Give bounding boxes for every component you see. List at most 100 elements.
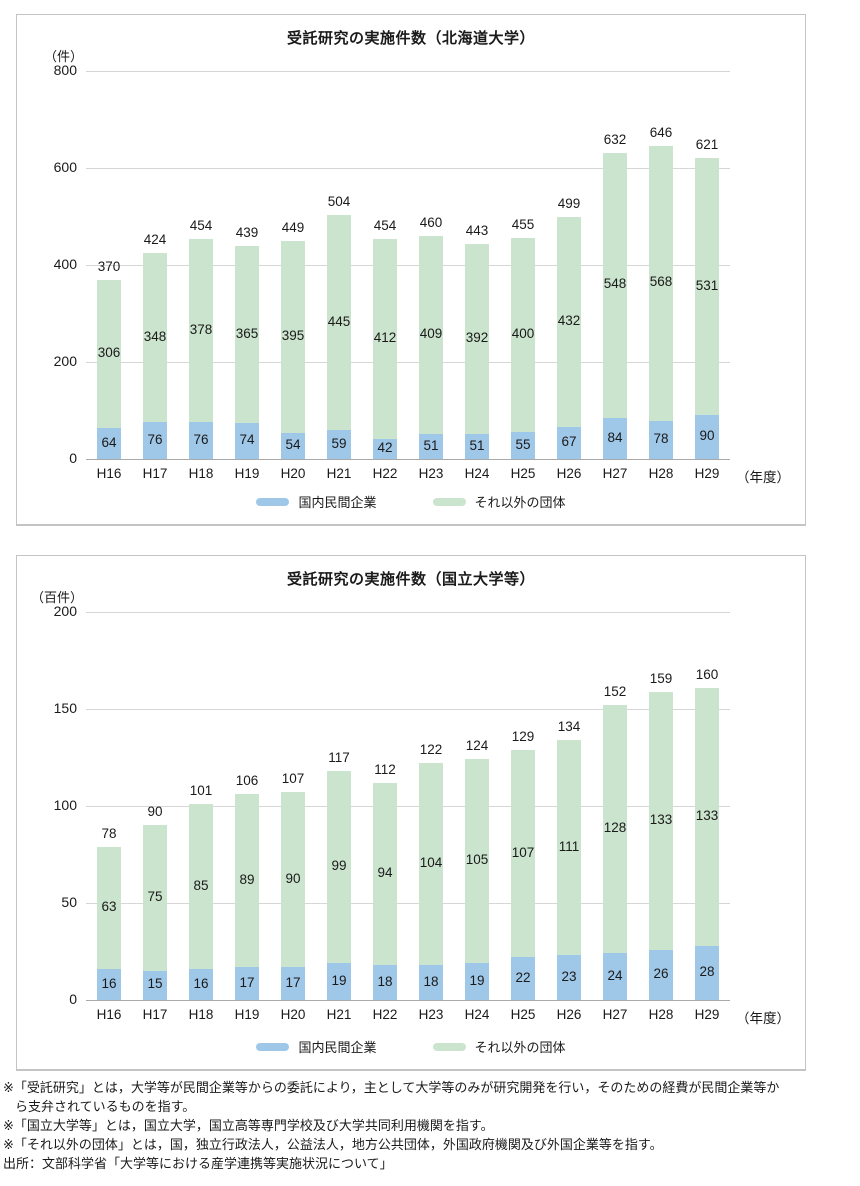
segment-value-label: 133 bbox=[649, 811, 673, 827]
x-tick-label: H28 bbox=[648, 466, 674, 481]
bar-segment bbox=[189, 238, 213, 423]
y-tick-label: 100 bbox=[53, 797, 77, 813]
segment-value-label: 133 bbox=[695, 807, 719, 823]
segment-value-label: 392 bbox=[465, 330, 489, 346]
bar-segment bbox=[189, 804, 213, 969]
y-axis-unit-label: （件） bbox=[43, 49, 83, 64]
bar-segment bbox=[143, 422, 167, 459]
segment-value-label: 84 bbox=[607, 429, 623, 445]
y-tick-label: 0 bbox=[69, 991, 77, 1007]
segment-value-label: 17 bbox=[285, 974, 301, 990]
x-tick-label: H17 bbox=[142, 1007, 168, 1022]
segment-value-label: 395 bbox=[281, 328, 305, 343]
bar-segment bbox=[235, 794, 259, 967]
legend: 国内民間企業 それ以外の団体 bbox=[17, 492, 805, 511]
bar-segment bbox=[419, 235, 443, 435]
y-axis-unit-label: （百件） bbox=[30, 590, 83, 605]
bar-segment bbox=[419, 965, 443, 1000]
segment-value-label: 90 bbox=[285, 870, 301, 886]
x-axis-unit-suffix: （年度） bbox=[736, 1011, 790, 1026]
gridline bbox=[86, 71, 730, 72]
segment-value-label: 76 bbox=[147, 431, 163, 447]
gridline bbox=[86, 265, 730, 266]
bar-segment bbox=[143, 970, 167, 1000]
total-value-label: 117 bbox=[328, 750, 350, 766]
x-tick-label: H22 bbox=[372, 466, 398, 481]
segment-value-label: 78 bbox=[653, 431, 669, 447]
x-tick-label: H16 bbox=[96, 1007, 122, 1022]
segment-value-label: 67 bbox=[561, 433, 577, 449]
x-tick-label: H22 bbox=[372, 1007, 398, 1022]
x-tick-label: H21 bbox=[326, 466, 352, 481]
total-value-label: 101 bbox=[189, 783, 213, 799]
x-tick-label: H18 bbox=[188, 466, 214, 481]
footnote-line: ※「国立大学等」とは，国立大学，国立高等専門学校及び大学共同利用機関を指す。 bbox=[3, 1118, 494, 1133]
x-tick-label: H20 bbox=[280, 466, 306, 481]
y-tick-label: 150 bbox=[53, 700, 77, 716]
bar-segment bbox=[327, 771, 351, 964]
total-value-label: 124 bbox=[465, 738, 489, 754]
x-tick-label: H24 bbox=[464, 466, 490, 481]
x-tick-label: H18 bbox=[188, 1007, 214, 1022]
bar-segment bbox=[557, 217, 581, 427]
bar-segment bbox=[695, 945, 719, 1000]
x-tick-label: H29 bbox=[694, 466, 720, 481]
x-axis-line bbox=[86, 1000, 730, 1001]
bar-segment bbox=[695, 415, 719, 459]
gridline bbox=[86, 612, 730, 613]
segment-value-label: 107 bbox=[511, 844, 535, 860]
total-value-label: 449 bbox=[281, 220, 305, 236]
segment-value-label: 18 bbox=[377, 973, 393, 989]
x-tick-label: H23 bbox=[418, 466, 444, 481]
bar-segment bbox=[695, 157, 719, 416]
x-tick-label: H27 bbox=[602, 466, 628, 481]
bar-segment bbox=[189, 969, 213, 1000]
total-value-label: 460 bbox=[419, 214, 443, 230]
bar-segment bbox=[465, 244, 489, 435]
gridline bbox=[86, 806, 730, 807]
total-value-label: 129 bbox=[511, 728, 535, 744]
bar-segment bbox=[557, 955, 581, 1000]
total-value-label: 78 bbox=[101, 825, 117, 841]
footnotes: ※「受託研究」とは，大学等が民間企業等からの委託により，主として大学等のみが研究… bbox=[3, 1078, 860, 1173]
footnote-source: 出所：文部科学省「大学等における産学連携等実施状況について」 bbox=[3, 1156, 393, 1171]
segment-value-label: 28 bbox=[699, 963, 715, 979]
segment-value-label: 85 bbox=[193, 877, 209, 893]
y-tick-label: 200 bbox=[53, 353, 77, 369]
segment-value-label: 51 bbox=[423, 437, 439, 453]
bar-segment bbox=[557, 426, 581, 459]
legend-label: それ以外の団体 bbox=[474, 495, 566, 510]
segment-value-label: 105 bbox=[465, 852, 489, 868]
footnote-line: ら支弁されているものを指す。 bbox=[15, 1099, 196, 1114]
gridline bbox=[86, 709, 730, 710]
segment-value-label: 94 bbox=[377, 864, 393, 880]
chart-title: 受託研究の実施件数（北海道大学） bbox=[286, 30, 535, 47]
footnote-line: ※「受託研究」とは，大学等が民間企業等からの委託により，主として大学等のみが研究… bbox=[3, 1080, 780, 1095]
total-value-label: 112 bbox=[374, 761, 396, 777]
total-value-label: 455 bbox=[511, 217, 535, 233]
x-axis-line bbox=[86, 459, 730, 460]
segment-value-label: 15 bbox=[147, 976, 163, 992]
segment-value-label: 64 bbox=[101, 434, 117, 450]
x-tick-label: H23 bbox=[418, 1007, 444, 1022]
footnote-line: ※「それ以外の団体」とは，国，独立行政法人，公益法人，地方公共団体，外国政府機関… bbox=[3, 1137, 663, 1152]
y-tick-label: 600 bbox=[53, 159, 77, 175]
bar-segment bbox=[603, 152, 627, 419]
bar-segment bbox=[649, 421, 673, 459]
segment-value-label: 568 bbox=[649, 274, 673, 290]
segment-value-label: 42 bbox=[377, 439, 393, 455]
total-value-label: 439 bbox=[235, 225, 259, 241]
segment-value-label: 90 bbox=[699, 428, 715, 444]
chart-panel-hokkaido-university: 受託研究の実施件数（北海道大学） （件） 800 600 400 200 0 64 306 3… bbox=[16, 14, 806, 526]
legend-swatch bbox=[256, 1042, 290, 1051]
segment-value-label: 99 bbox=[331, 858, 347, 874]
x-tick-label: H25 bbox=[510, 466, 536, 481]
segment-value-label: 348 bbox=[143, 328, 167, 344]
segment-value-label: 16 bbox=[101, 975, 117, 991]
bar-segment bbox=[235, 423, 259, 459]
segment-value-label: 412 bbox=[373, 329, 397, 345]
legend-label: 国内民間企業 bbox=[298, 495, 377, 510]
bar-segment bbox=[511, 432, 535, 459]
bar-segment bbox=[373, 238, 397, 439]
y-tick-label: 800 bbox=[53, 62, 77, 78]
